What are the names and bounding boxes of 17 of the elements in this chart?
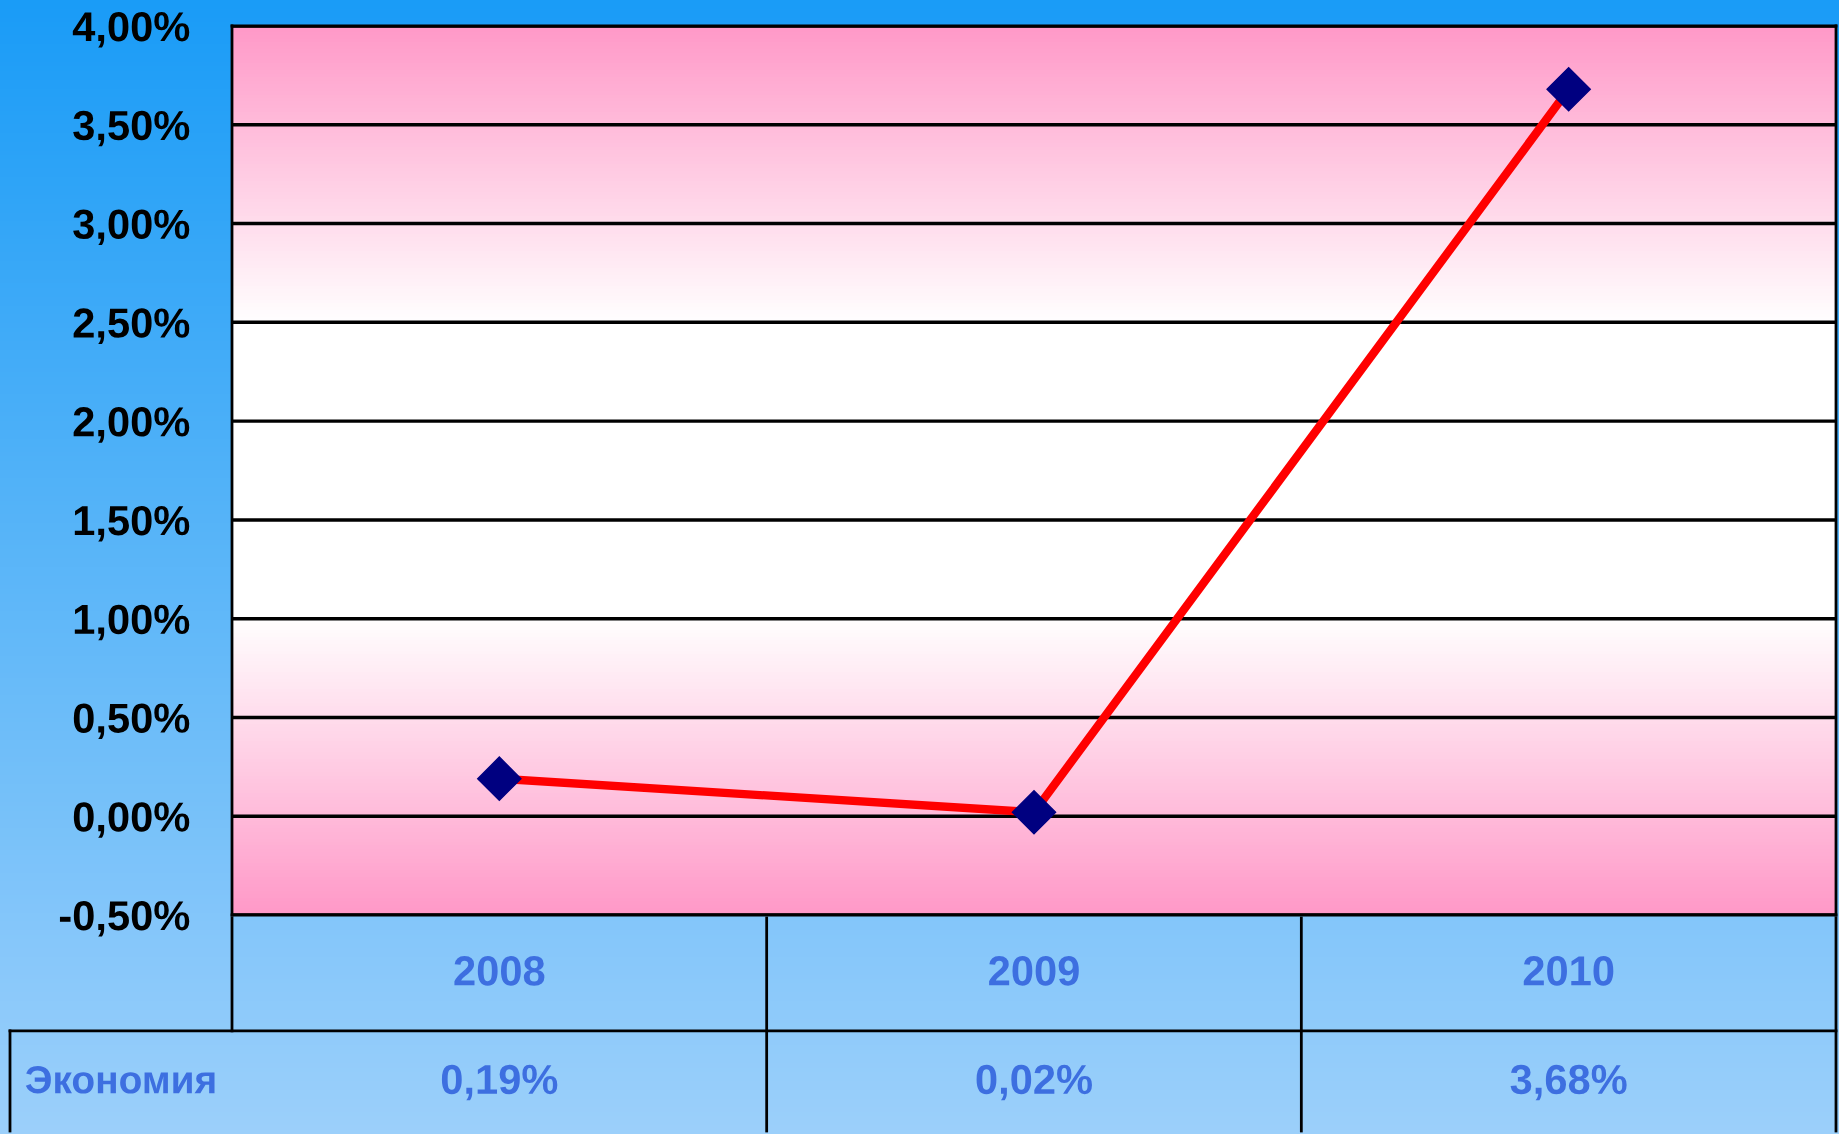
- y-tick-label: 3,50%: [73, 110, 190, 147]
- text: Экономия: [25, 1065, 215, 1094]
- data-label: 3,68%: [1510, 1064, 1627, 1101]
- x-tick-label: 2009: [989, 956, 1079, 986]
- data-label: 0,02%: [976, 1064, 1092, 1101]
- y-tick-label: 1,50%: [74, 505, 190, 542]
- y-tick-label: 1,00%: [74, 604, 190, 641]
- x-tick-label: 2008: [454, 956, 545, 986]
- y-tick-label: -0,50%: [59, 901, 190, 937]
- y-tick-label: 2,50%: [73, 308, 190, 344]
- y-tick-label: 4,00%: [72, 12, 190, 48]
- y-tick-label: 2,00%: [73, 407, 190, 443]
- y-tick-label: 0,00%: [73, 802, 190, 838]
- x-tick-label: 2010: [1523, 956, 1614, 986]
- y-tick-label: 3,00%: [73, 209, 190, 246]
- data-label: 0,19%: [441, 1064, 558, 1101]
- y-tick-label: 0,50%: [73, 703, 190, 739]
